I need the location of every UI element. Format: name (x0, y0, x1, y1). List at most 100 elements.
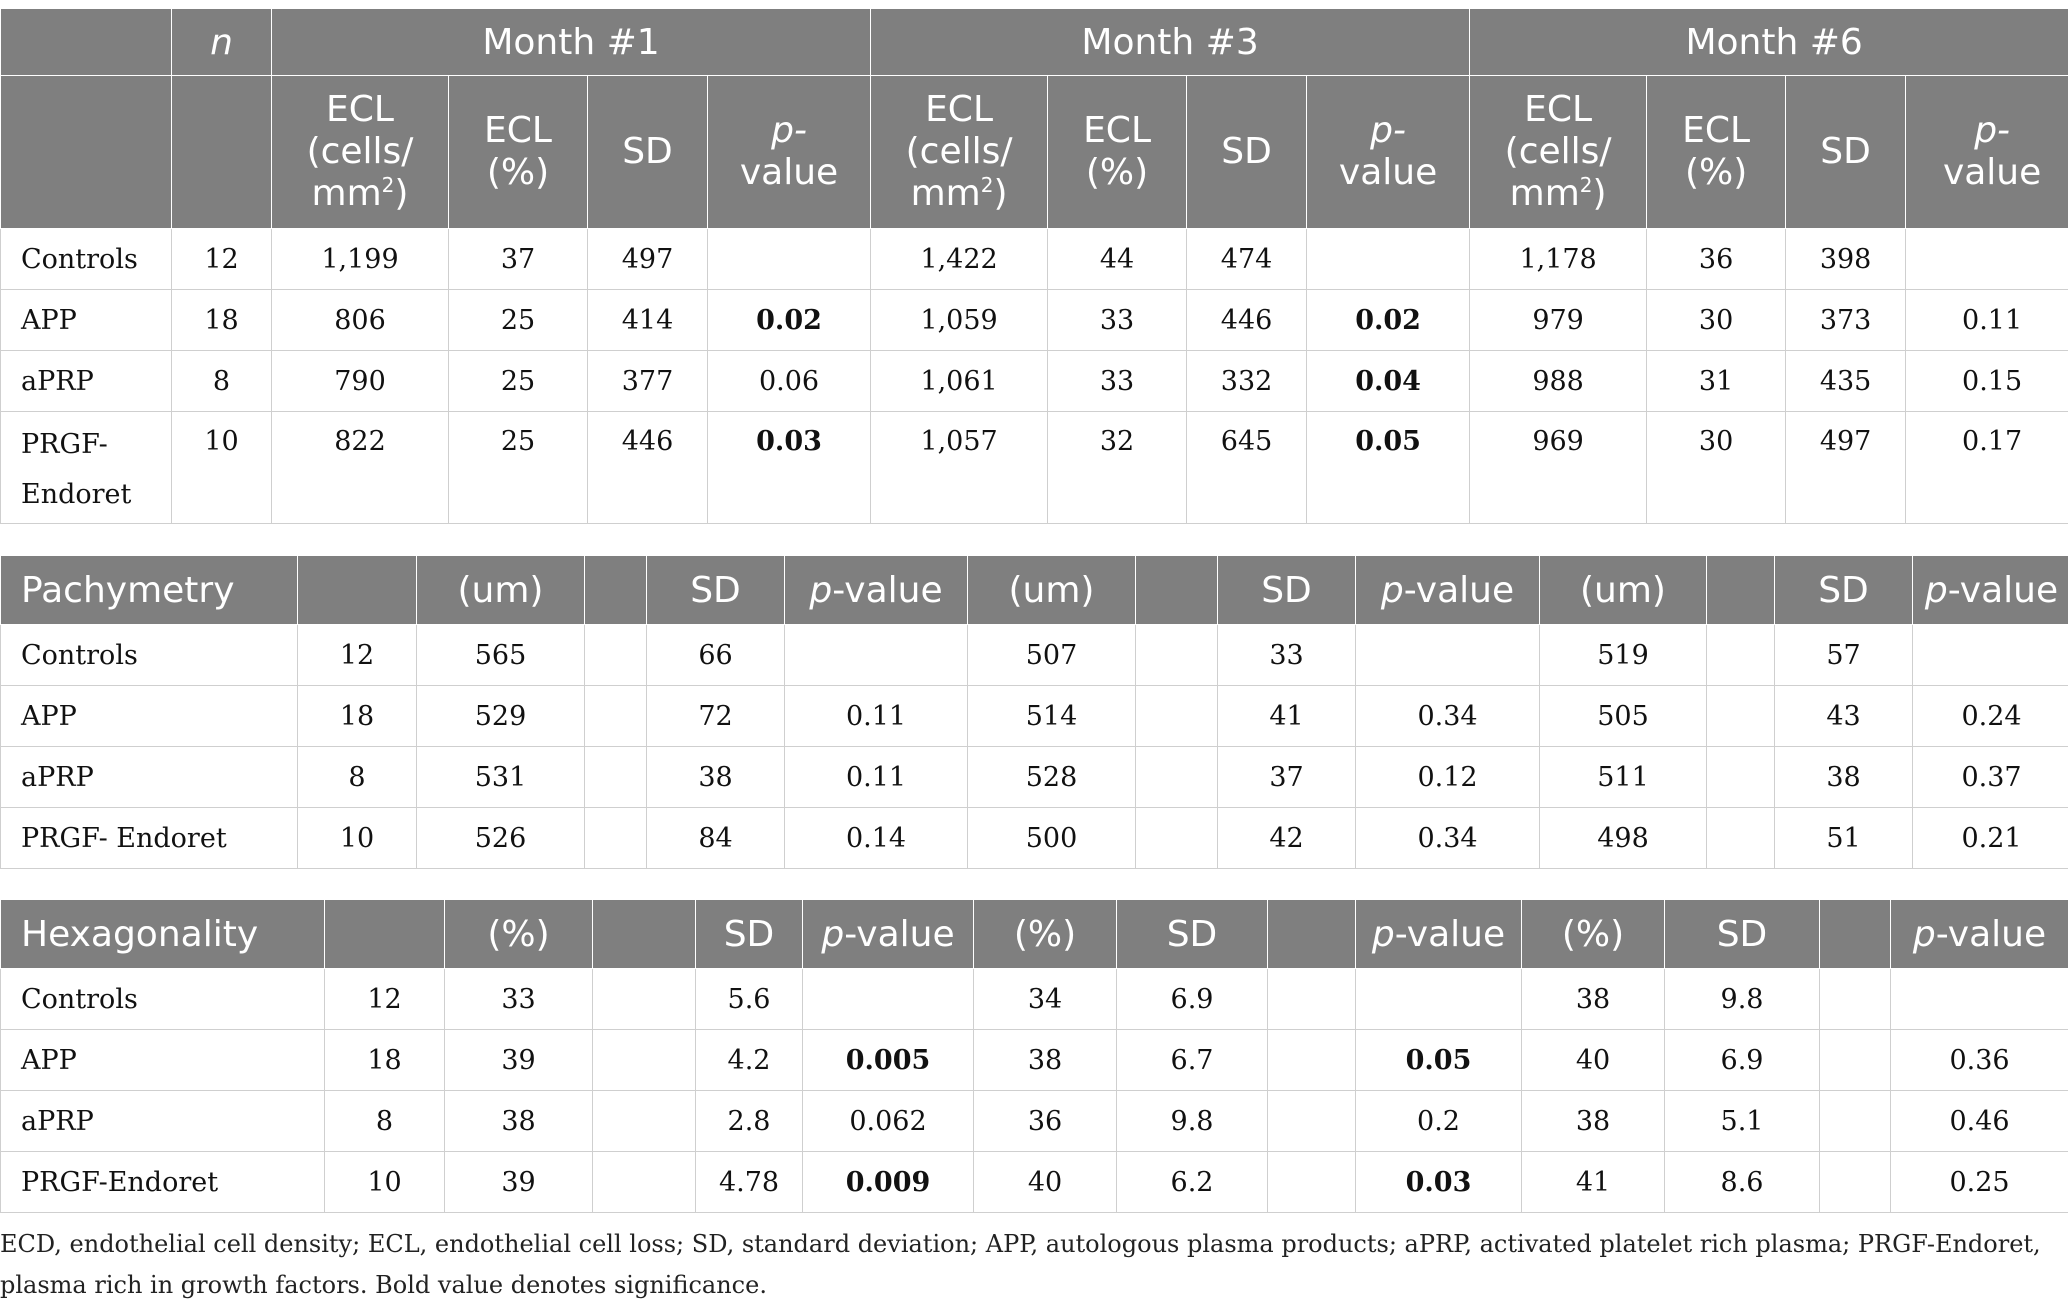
empty-cell (1819, 968, 1891, 1030)
ecl-pct-cell: 36 (1646, 228, 1787, 290)
empty-header-cell (1819, 899, 1891, 969)
p-value-header: p-value (1890, 899, 2068, 969)
ecl-cells-cell: 979 (1469, 289, 1648, 351)
empty-cell (1135, 807, 1218, 869)
row-label: Controls (0, 624, 298, 686)
p-value-cell: 0.17 (1905, 411, 2068, 524)
value-cell: 34 (973, 968, 1117, 1030)
ecl-pct-cell: 30 (1646, 289, 1787, 351)
p-value-cell (706, 228, 872, 290)
ecl-cells-cell: 1,061 (870, 350, 1049, 412)
sd-cell: 84 (646, 807, 785, 869)
table-row: Controls 12 33 5.6 34 6.9 38 9.8 (0, 968, 2068, 1030)
sd-cell: 9.8 (1116, 1090, 1268, 1152)
ecl-cells-cell: 1,422 (870, 228, 1049, 290)
n-cell: 8 (324, 1090, 445, 1152)
p-value-cell: 0.02 (706, 289, 872, 351)
sd-header: SD (1664, 899, 1820, 969)
table-row: aPRP 8 38 2.8 0.062 36 9.8 0.2 38 5.1 0.… (0, 1090, 2068, 1152)
sd-header: SD (1774, 555, 1913, 625)
row-label: aPRP (0, 746, 298, 808)
value-cell: 531 (416, 746, 585, 808)
p-value-cell: 0.34 (1355, 685, 1540, 747)
value-cell: 529 (416, 685, 585, 747)
row-label: APP (0, 289, 172, 351)
p-value-cell: 0.05 (1306, 411, 1471, 524)
n-cell: 18 (324, 1029, 445, 1091)
empty-header-cell (1706, 555, 1775, 625)
row-label: Controls (0, 228, 172, 290)
unit-header: (%) (1521, 899, 1665, 969)
value-cell: 41 (1521, 1151, 1665, 1213)
sd-cell: 398 (1785, 228, 1907, 290)
row-label: aPRP (0, 1090, 325, 1152)
p-value-cell (1905, 228, 2068, 290)
ecl-pct-cell: 31 (1646, 350, 1787, 412)
n-cell: 10 (171, 411, 272, 524)
sd-cell: 43 (1774, 685, 1913, 747)
p-value-header: p-value (1306, 75, 1471, 229)
empty-cell (1135, 624, 1218, 686)
row-label: Controls (0, 968, 325, 1030)
p-value-cell: 0.009 (802, 1151, 974, 1213)
n-cell: 18 (297, 685, 417, 747)
p-value-cell: 0.12 (1355, 746, 1540, 808)
p-value-header: p-value (802, 899, 974, 969)
empty-cell (1706, 807, 1775, 869)
unit-header: (%) (444, 899, 593, 969)
value-cell: 38 (1521, 968, 1665, 1030)
section-title: Pachymetry (0, 555, 298, 625)
value-cell: 565 (416, 624, 585, 686)
ecl-cells-cell: 988 (1469, 350, 1648, 412)
empty-header-cell (592, 899, 696, 969)
ecl-cells-header: ECL (cells/mm2) (870, 75, 1049, 229)
empty-header-cell (324, 899, 445, 969)
ecl-pct-cell: 33 (1047, 289, 1188, 351)
p-value-cell: 0.03 (1355, 1151, 1522, 1213)
ecl-pct-header: ECL (%) (448, 75, 588, 229)
n-cell: 18 (171, 289, 272, 351)
value-cell: 528 (967, 746, 1136, 808)
value-cell: 39 (444, 1151, 593, 1213)
sd-cell: 42 (1217, 807, 1356, 869)
p-value-cell (1890, 968, 2068, 1030)
value-cell: 507 (967, 624, 1136, 686)
value-cell: 519 (1539, 624, 1707, 686)
pachymetry-table: Pachymetry (um) SD p-value (um) SD p-val… (0, 555, 2068, 869)
sd-cell: 38 (646, 746, 785, 808)
unit-header: (um) (1539, 555, 1707, 625)
table-row: APP 18 806 25 414 0.02 1,059 33 446 0.02… (0, 289, 2068, 351)
p-value-cell: 0.062 (802, 1090, 974, 1152)
ecl-cells-cell: 969 (1469, 411, 1648, 524)
empty-header-cell (1267, 899, 1356, 969)
empty-cell (592, 968, 696, 1030)
empty-cell (1267, 1029, 1356, 1091)
p-value-cell: 0.25 (1890, 1151, 2068, 1213)
sd-cell: 2.8 (695, 1090, 803, 1152)
p-value-cell: 0.15 (1905, 350, 2068, 412)
sd-header: SD (587, 75, 708, 229)
sd-cell: 5.6 (695, 968, 803, 1030)
sd-cell: 6.9 (1664, 1029, 1820, 1091)
table-row: APP 18 39 4.2 0.005 38 6.7 0.05 40 6.9 0… (0, 1029, 2068, 1091)
sd-cell: 373 (1785, 289, 1907, 351)
p-value-header: p-value (706, 75, 872, 229)
n-cell: 12 (171, 228, 272, 290)
sd-cell: 377 (587, 350, 708, 412)
p-value-header: p-value (1905, 75, 2068, 229)
hexagonality-header-row: Hexagonality (%) SD p-value (%) SD p-val… (0, 899, 2068, 969)
ecl-pct-header: ECL (%) (1047, 75, 1188, 229)
ecl-pct-cell: 30 (1646, 411, 1787, 524)
ecl-pct-header: ECL (%) (1646, 75, 1787, 229)
n-cell: 8 (171, 350, 272, 412)
unit-header: (um) (967, 555, 1136, 625)
p-value-cell (802, 968, 974, 1030)
empty-header-cell (171, 75, 272, 229)
empty-cell (592, 1090, 696, 1152)
ecl-cells-cell: 1,059 (870, 289, 1049, 351)
value-cell: 498 (1539, 807, 1707, 869)
empty-cell (1135, 746, 1218, 808)
ecl-pct-cell: 25 (448, 350, 588, 412)
ecl-cells-cell: 822 (271, 411, 449, 524)
empty-cell (1819, 1029, 1891, 1091)
